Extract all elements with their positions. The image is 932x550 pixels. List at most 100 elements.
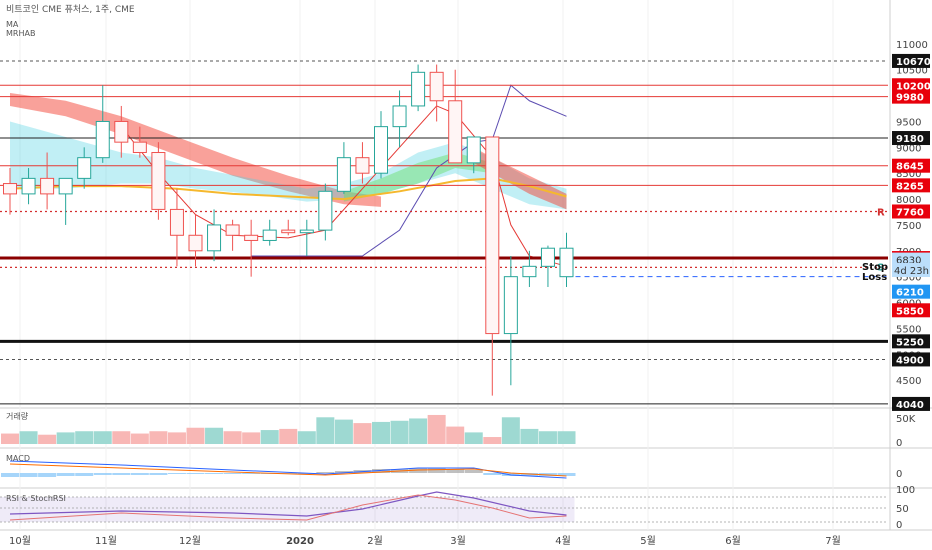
x-tick-7: 5월 — [640, 535, 656, 547]
volume-bar-6 — [112, 431, 131, 444]
rsi-band — [0, 497, 575, 522]
price-tag-bg-10200 — [892, 78, 930, 93]
volume-bar-18 — [334, 419, 353, 444]
ribbon-green — [343, 152, 493, 202]
volume-bar-7 — [130, 433, 149, 444]
volume-bar-22 — [409, 418, 428, 444]
x-tick-4: 2월 — [367, 535, 383, 547]
macd-hist-24 — [446, 469, 465, 473]
rsi-pane-label: RSI & StochRSI — [6, 494, 66, 503]
marker-s: S — [877, 262, 884, 273]
macd-line — [9, 460, 567, 479]
countdown-tag-bg — [892, 263, 930, 277]
macd-hist-13 — [242, 473, 261, 474]
macd-hist-8 — [149, 473, 168, 475]
candle-body-23 — [429, 71, 444, 102]
price-tag-8645: 8645 — [896, 162, 924, 173]
macd-tick-0: 0 — [896, 469, 902, 480]
macd-hist-7 — [130, 473, 149, 475]
candle-body-14 — [262, 229, 277, 241]
macd-hist-4 — [75, 473, 94, 476]
volume-bar-21 — [390, 420, 409, 444]
y-tick-6500: 6500 — [896, 273, 921, 284]
price-tag-bg-9980 — [892, 89, 930, 104]
price-tag-6830: 6830 — [896, 256, 921, 267]
price-tag-bg-7760 — [892, 204, 930, 219]
candle-body-7 — [132, 141, 147, 154]
volume-bar-25 — [464, 432, 483, 444]
y-tick-8000: 8000 — [896, 195, 921, 206]
volume-bar-30 — [557, 431, 576, 444]
macd-hist-2 — [38, 473, 57, 477]
y-tick-8500: 8500 — [896, 169, 921, 180]
x-tick-2: 12월 — [179, 535, 201, 547]
rsi-line — [9, 491, 567, 517]
volume-bar-29 — [538, 431, 557, 444]
candle-body-13 — [244, 234, 259, 241]
y-tick-9000: 9000 — [896, 143, 921, 154]
volume-bar-5 — [93, 431, 112, 444]
candle-body-6 — [114, 120, 129, 143]
x-tick-1: 11월 — [95, 535, 117, 547]
candle-body-0 — [3, 183, 17, 195]
stop-loss-label-1: Stop — [862, 262, 888, 273]
macd-hist-3 — [56, 473, 75, 476]
price-tag-bg-5850 — [892, 303, 930, 318]
y-tick-11000: 11000 — [896, 40, 928, 51]
stochrsi-line — [9, 494, 567, 521]
price-tag-5850: 5850 — [896, 306, 924, 317]
macd-hist-25 — [464, 470, 483, 473]
price-tag-bg-6210 — [892, 284, 930, 299]
macd-pane-label: MACD — [6, 454, 30, 463]
price-tag-9180: 9180 — [896, 134, 924, 145]
price-tag-4900: 4900 — [896, 355, 924, 366]
y-tick-9500: 9500 — [896, 117, 921, 128]
macd-hist-9 — [167, 473, 186, 474]
x-tick-9: 7월 — [825, 535, 841, 547]
x-tick-3: 2020 — [286, 536, 314, 547]
volume-tick-0: 0 — [896, 438, 902, 449]
volume-bar-3 — [56, 432, 75, 444]
price-tag-10200: 10200 — [896, 81, 931, 92]
rsi-tick-50: 50 — [896, 504, 909, 515]
candle-body-20 — [374, 126, 388, 174]
macd-hist-23 — [427, 468, 446, 473]
candle-body-18 — [336, 157, 351, 192]
volume-bar-28 — [520, 428, 539, 444]
macd-hist-0 — [1, 473, 19, 477]
macd-hist-17 — [316, 472, 335, 473]
candle-body-9 — [169, 208, 184, 236]
volume-bar-10 — [186, 427, 205, 444]
volume-bar-9 — [167, 432, 186, 444]
candle-body-2 — [40, 177, 55, 195]
price-tag-bg-4040 — [892, 396, 930, 411]
volume-bar-20 — [372, 421, 390, 444]
volume-bar-14 — [260, 430, 279, 444]
macd-hist-26 — [483, 473, 502, 475]
indicator-mrhab: MRHAB — [6, 29, 36, 38]
volume-bar-0 — [1, 433, 19, 444]
volume-bar-13 — [242, 432, 261, 444]
price-tag-bg-4900 — [892, 352, 930, 367]
y-tick-5500: 5500 — [896, 324, 921, 335]
volume-bar-15 — [279, 428, 298, 444]
candle-body-17 — [318, 190, 333, 231]
candle-body-24 — [448, 100, 463, 164]
candle-body-21 — [392, 105, 407, 128]
candle-body-28 — [522, 265, 537, 278]
price-tag-bg-8265 — [892, 178, 930, 193]
volume-bar-27 — [501, 417, 520, 444]
x-tick-5: 3월 — [450, 535, 466, 547]
price-tag-8265: 8265 — [896, 181, 924, 192]
x-tick-6: 4월 — [555, 535, 571, 547]
candle-body-26 — [485, 136, 500, 335]
candle-body-4 — [77, 157, 92, 179]
volume-bar-24 — [446, 426, 465, 444]
volume-pane-label: 거래량 — [6, 412, 29, 421]
volume-bar-8 — [149, 431, 168, 444]
candle-body-11 — [207, 224, 222, 252]
candle-body-19 — [355, 157, 370, 174]
candle-body-16 — [299, 229, 314, 234]
price-tag-9980: 9980 — [896, 93, 924, 104]
price-tag-bg-8645 — [892, 158, 930, 173]
